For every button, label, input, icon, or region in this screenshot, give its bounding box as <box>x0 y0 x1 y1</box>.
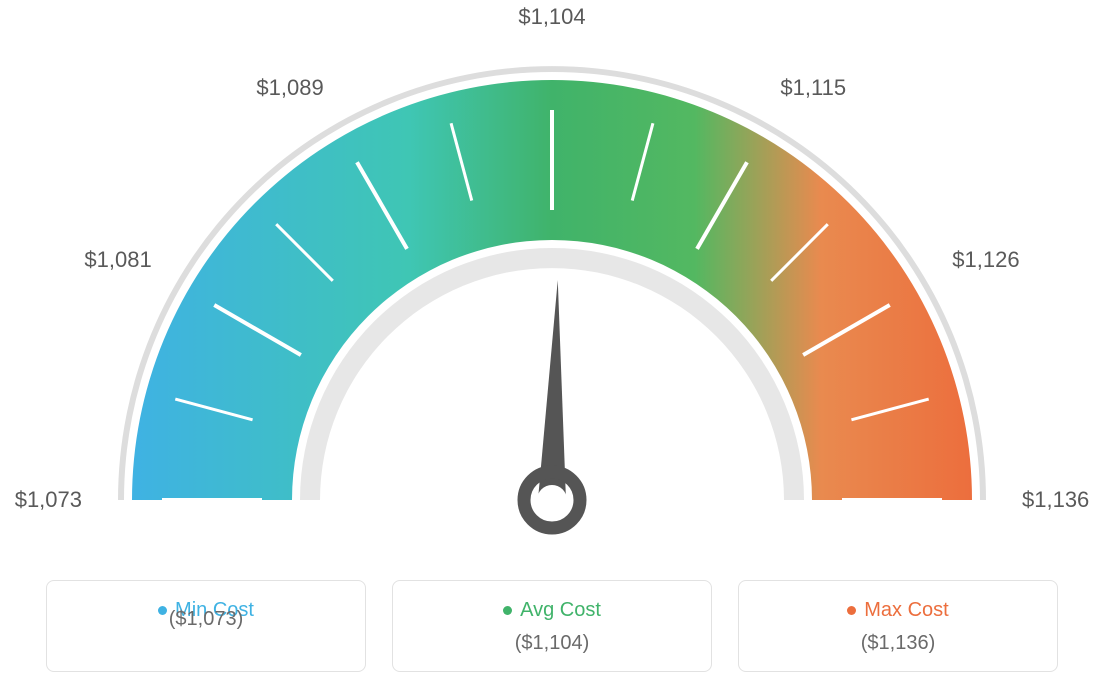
gauge-tick-label: $1,073 <box>15 487 82 513</box>
gauge-tick-label: $1,115 <box>780 75 846 101</box>
legend-card-max: Max Cost ($1,136) <box>738 580 1058 672</box>
gauge-tick-label: $1,089 <box>256 75 323 101</box>
dot-icon <box>847 606 856 615</box>
dot-icon <box>158 606 167 615</box>
legend-card-min: Min Cost ($1,073) <box>46 580 366 672</box>
gauge-tick-label: $1,081 <box>84 247 151 273</box>
legend-title-max: Max Cost <box>847 599 948 622</box>
legend-row: Min Cost ($1,073) Avg Cost ($1,104) Max … <box>0 580 1104 672</box>
gauge-tick-label: $1,104 <box>518 4 585 30</box>
legend-card-avg: Avg Cost ($1,104) <box>392 580 712 672</box>
legend-value-avg: ($1,104) <box>393 632 711 655</box>
legend-title-text: Max Cost <box>864 599 948 622</box>
legend-value-max: ($1,136) <box>739 632 1057 655</box>
gauge-svg <box>52 20 1052 550</box>
dot-icon <box>503 606 512 615</box>
gauge-tick-label: $1,126 <box>952 247 1019 273</box>
gauge-chart: $1,073 $1,081 $1,089 $1,104 $1,115 $1,126 $1,1… <box>0 0 1104 540</box>
legend-title-avg: Avg Cost <box>503 599 601 622</box>
legend-title-text: Avg Cost <box>520 599 601 622</box>
gauge-tick-label: $1,136 <box>1022 487 1089 513</box>
legend-value-min: ($1,073) <box>47 608 365 631</box>
